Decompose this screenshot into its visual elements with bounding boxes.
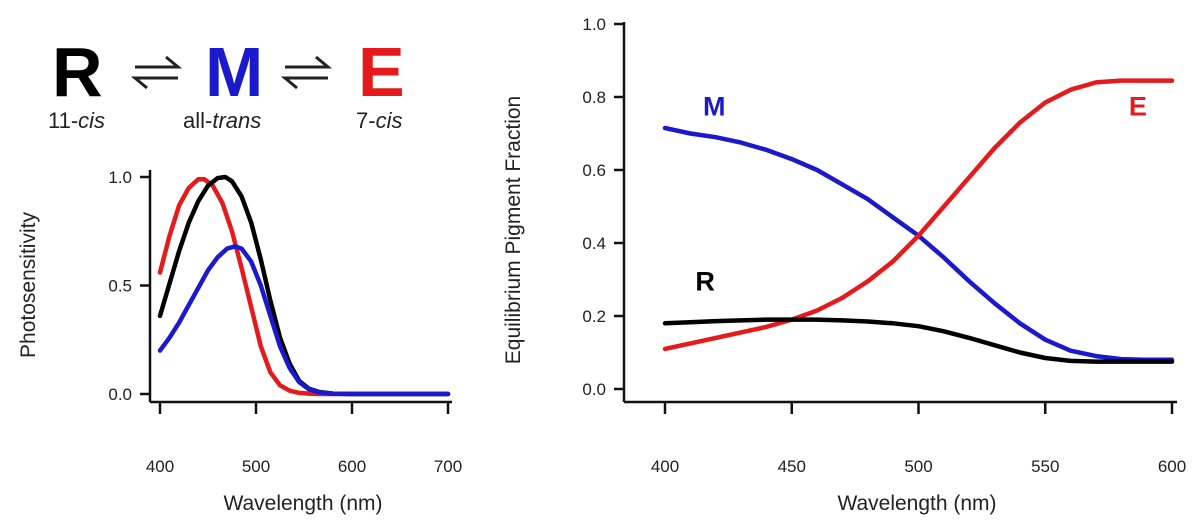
right-x-tick-label: 400 [651, 457, 679, 476]
species-M-isomer-label: all-trans [183, 108, 261, 133]
left-x-axis-title: Wavelength (nm) [223, 492, 382, 515]
right-x-tick-label: 500 [904, 457, 932, 476]
species-E-isomer-label: 7-cis [356, 108, 402, 133]
photosensitivity-chart: 0.0 0.5 1.0 400 500 600 700 Wavelength (nm) P… [17, 168, 462, 515]
left-y-tick-label: 0.0 [108, 385, 132, 404]
right-x-ticks: 400 450 500 550 600 [651, 402, 1186, 476]
right-series-label-M: M [703, 91, 726, 121]
right-x-axis-title: Wavelength (nm) [837, 492, 996, 515]
right-series-line-E [662, 78, 1175, 352]
right-y-tick-label: 1.0 [582, 15, 606, 34]
left-series-line-2 [157, 244, 451, 397]
right-series-label-E: E [1129, 91, 1147, 121]
species-R-isomer-label: 11-cis [48, 108, 105, 133]
right-y-tick-label: 0.6 [582, 161, 606, 180]
right-x-tick-label: 550 [1031, 457, 1059, 476]
right-y-tick-label: 0.0 [582, 380, 606, 399]
left-series-line-0 [157, 176, 451, 397]
right-y-tick-label: 0.4 [582, 234, 606, 253]
equilibrium-fraction-chart: 0.0 0.2 0.4 0.6 0.8 1.0 400 450 500 550 600 M E R W… [502, 15, 1186, 515]
right-series-labels: M E R [695, 91, 1147, 296]
equilibrium-arrow-1 [130, 55, 183, 90]
left-series-line-1 [157, 174, 451, 397]
left-x-ticks: 400 500 600 700 [146, 402, 462, 476]
reaction-scheme: R M E 11-cis all-trans 7-cis [48, 33, 405, 133]
right-axes [622, 22, 1177, 404]
right-y-ticks: 0.0 0.2 0.4 0.6 0.8 1.0 [582, 15, 624, 399]
left-series-group [157, 174, 451, 397]
right-series-label-R: R [695, 266, 715, 296]
right-y-axis-title: Equilibrium Pigment Fraction [502, 96, 525, 364]
equilibrium-arrow-2 [280, 55, 333, 90]
species-E-letter: E [358, 33, 405, 111]
right-x-tick-label: 600 [1158, 457, 1186, 476]
left-x-tick-label: 700 [434, 457, 462, 476]
species-M-letter: M [205, 33, 263, 111]
left-x-tick-label: 600 [338, 457, 366, 476]
left-x-tick-label: 400 [146, 457, 174, 476]
left-x-tick-label: 500 [242, 457, 270, 476]
left-y-tick-label: 1.0 [108, 168, 132, 187]
species-R-letter: R [52, 33, 103, 111]
left-y-axis-title: Photosensitivity [17, 212, 40, 358]
right-y-tick-label: 0.8 [582, 88, 606, 107]
right-series-group [662, 78, 1175, 364]
right-y-tick-label: 0.2 [582, 307, 606, 326]
left-y-tick-label: 0.5 [108, 277, 132, 296]
left-y-ticks: 0.0 0.5 1.0 [108, 168, 150, 404]
right-series-line-R [662, 317, 1175, 364]
right-x-tick-label: 450 [778, 457, 806, 476]
